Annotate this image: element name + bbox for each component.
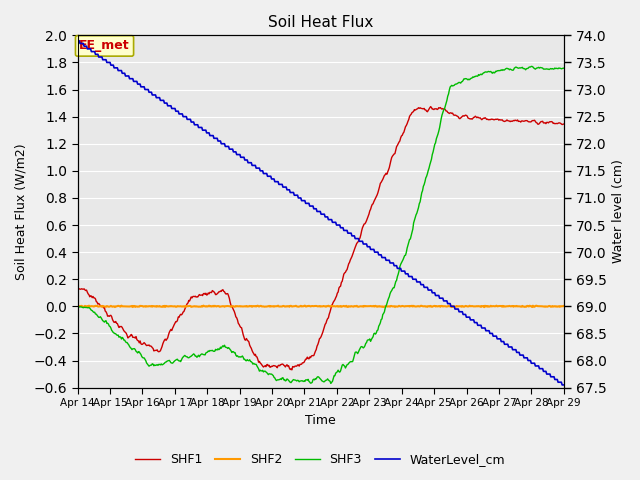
SHF3	[361, 343, 369, 348]
SHF3	[440, 106, 448, 112]
SHF3	[199, 351, 207, 357]
SHF2	[200, 303, 207, 309]
SHF2	[440, 303, 448, 309]
SHF1	[399, 131, 407, 136]
SHF2	[160, 304, 168, 310]
X-axis label: Time: Time	[305, 414, 336, 427]
SHF1	[442, 107, 449, 112]
Y-axis label: Water level (cm): Water level (cm)	[612, 159, 625, 264]
WaterLevel_cm	[199, 127, 207, 133]
SHF1	[160, 339, 168, 345]
SHF2	[481, 304, 488, 310]
SHF1	[294, 362, 302, 368]
Line: SHF3: SHF3	[77, 66, 564, 384]
SHF1	[74, 287, 81, 293]
SHF3	[327, 381, 335, 386]
Y-axis label: Soil Heat Flux (W/m2): Soil Heat Flux (W/m2)	[15, 143, 28, 280]
SHF2	[294, 304, 302, 310]
Text: EE_met: EE_met	[79, 39, 130, 52]
SHF2	[74, 303, 81, 309]
WaterLevel_cm	[558, 382, 566, 388]
Legend: SHF1, SHF2, SHF3, WaterLevel_cm: SHF1, SHF2, SHF3, WaterLevel_cm	[130, 448, 510, 471]
Line: WaterLevel_cm: WaterLevel_cm	[77, 41, 564, 385]
SHF1	[427, 104, 435, 109]
SHF3	[74, 304, 81, 310]
SHF1	[560, 121, 568, 127]
SHF1	[199, 293, 207, 299]
SHF2	[399, 303, 407, 309]
WaterLevel_cm	[360, 241, 368, 247]
Line: SHF1: SHF1	[77, 107, 564, 370]
SHF3	[527, 63, 535, 69]
SHF2	[199, 304, 207, 310]
WaterLevel_cm	[440, 298, 447, 304]
SHF3	[399, 257, 407, 263]
SHF2	[560, 303, 568, 309]
WaterLevel_cm	[560, 382, 568, 388]
SHF3	[560, 65, 568, 71]
SHF1	[288, 367, 296, 373]
WaterLevel_cm	[74, 38, 81, 44]
Line: SHF2: SHF2	[77, 306, 564, 307]
WaterLevel_cm	[294, 192, 301, 198]
WaterLevel_cm	[399, 268, 406, 274]
SHF1	[361, 221, 369, 227]
SHF3	[160, 361, 168, 367]
WaterLevel_cm	[160, 97, 168, 103]
Title: Soil Heat Flux: Soil Heat Flux	[268, 15, 373, 30]
SHF3	[294, 377, 301, 383]
SHF2	[361, 303, 369, 309]
